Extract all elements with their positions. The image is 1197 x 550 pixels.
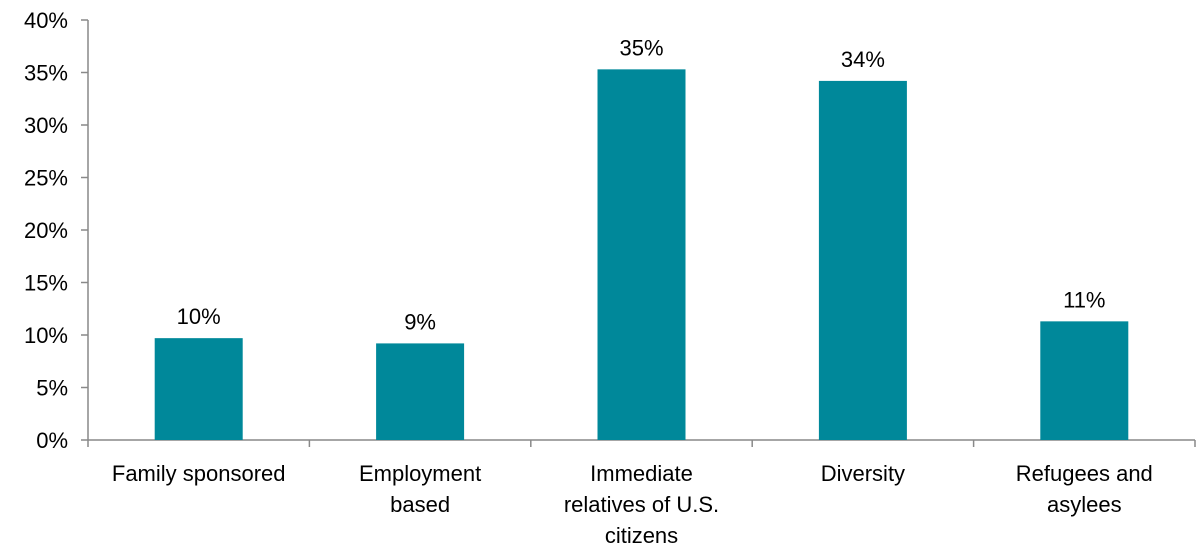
bars <box>154 69 1129 441</box>
y-tick-label: 25% <box>24 166 68 191</box>
data-label: 9% <box>404 309 436 334</box>
data-label: 34% <box>841 47 885 72</box>
bar <box>154 338 243 440</box>
category-labels: Family sponsored Employment based Immediate… <box>112 461 1153 548</box>
y-tick-label: 30% <box>24 113 68 138</box>
data-label: 11% <box>1063 287 1105 312</box>
category-label-line: Employment <box>359 461 481 486</box>
bar <box>1040 321 1129 440</box>
category-label: Employment based <box>359 461 481 517</box>
y-tick-label: 0% <box>36 428 68 453</box>
y-tick-label: 10% <box>24 323 68 348</box>
category-label-line: relatives of U.S. <box>564 492 719 517</box>
category-label-line: based <box>390 492 450 517</box>
category-label: Immediate relatives of U.S. citizens <box>564 461 719 548</box>
category-label-line: Refugees and <box>1016 461 1153 486</box>
y-tick-label: 5% <box>36 376 68 401</box>
category-label-line: Immediate <box>590 461 693 486</box>
category-label: Diversity <box>821 461 905 486</box>
category-label-line: Family sponsored <box>112 461 286 486</box>
data-label: 35% <box>619 35 663 60</box>
y-tick-label: 15% <box>24 271 68 296</box>
y-axis: 0% 5% 10% 15% 20% 25% 30% 35% 40% <box>24 8 89 453</box>
category-label: Family sponsored <box>112 461 286 486</box>
y-tick-label: 40% <box>24 8 68 33</box>
bar <box>818 80 907 441</box>
y-tick-label: 35% <box>24 61 68 86</box>
data-label: 10% <box>177 304 221 329</box>
category-label-line: asylees <box>1047 492 1122 517</box>
category-label: Refugees and asylees <box>1016 461 1153 517</box>
bar <box>376 343 465 440</box>
category-label-line: Diversity <box>821 461 905 486</box>
category-label-line: citizens <box>605 523 678 548</box>
x-axis <box>87 439 1196 447</box>
bar <box>597 69 686 440</box>
y-tick-label: 20% <box>24 218 68 243</box>
data-labels: 10% 9% 35% 34% 11% <box>177 35 1106 334</box>
